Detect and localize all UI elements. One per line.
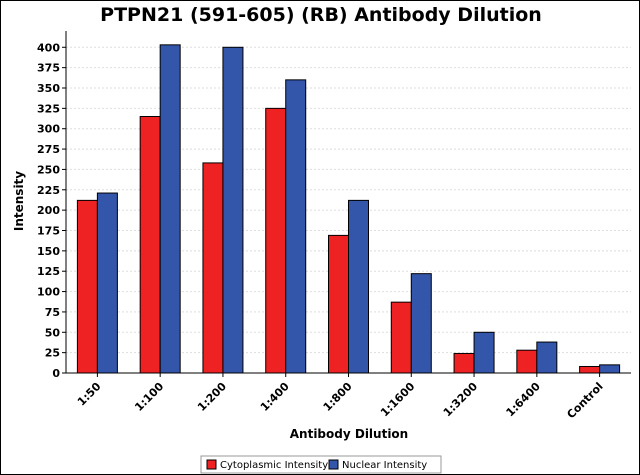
x-tick-label: 1:100 <box>132 380 166 414</box>
bar-cytoplasmic-1-400 <box>265 107 287 374</box>
x-tick-label: 1:400 <box>258 380 292 414</box>
y-tick-label: 250 <box>37 163 60 176</box>
y-tick-label: 200 <box>37 204 60 217</box>
bar-nuclear-1-6400 <box>536 341 558 374</box>
y-axis-ticks: 0 25 50 75 100 125 150 175 200 225 250 275 300 325 350… <box>37 41 66 380</box>
y-axis-label: Intensity <box>12 171 26 231</box>
bar-cytoplasmic-1-100 <box>139 116 161 374</box>
bar-nuclear-control <box>599 364 621 374</box>
x-tick-label: Control <box>564 380 605 421</box>
y-tick-label: 300 <box>37 123 60 136</box>
y-tick-label: 150 <box>37 245 60 258</box>
y-tick-label: 175 <box>37 225 60 238</box>
y-tick-label: 25 <box>45 347 60 360</box>
bar-cytoplasmic-control <box>579 365 601 374</box>
bars <box>76 44 621 374</box>
chart-title: PTPN21 (591-605) (RB) Antibody Dilution <box>100 4 542 26</box>
bar-cytoplasmic-1-6400 <box>516 349 538 374</box>
y-tick-label: 275 <box>37 143 60 156</box>
x-axis-ticks: 1:50 1:100 1:200 1:400 1:800 1:1600 1:3200 1:64… <box>75 373 606 421</box>
y-tick-label: 400 <box>37 41 60 54</box>
bar-nuclear-1-100 <box>159 44 181 374</box>
bar-cytoplasmic-1-1600 <box>390 301 412 374</box>
bar-nuclear-1-1600 <box>410 273 432 374</box>
bar-cytoplasmic-1-200 <box>202 162 224 374</box>
y-tick-label: 375 <box>37 62 60 75</box>
x-tick-label: 1:6400 <box>504 380 544 420</box>
bar-nuclear-1-200 <box>222 46 244 374</box>
y-tick-label: 0 <box>52 367 60 380</box>
legend-box <box>200 455 442 474</box>
y-tick-label: 125 <box>37 265 60 278</box>
y-tick-label: 350 <box>37 82 60 95</box>
bar-nuclear-1-50 <box>96 192 118 374</box>
legend: Cytoplasmic Intensity Nuclear Intensity <box>200 455 442 474</box>
legend-label: Cytoplasmic Intensity <box>220 460 328 471</box>
x-tick-label: 1:1600 <box>378 380 418 420</box>
legend-swatch <box>328 459 339 470</box>
legend-swatch <box>206 459 217 470</box>
y-tick-label: 225 <box>37 184 60 197</box>
x-tick-label: 1:3200 <box>441 380 481 420</box>
bar-cytoplasmic-1-3200 <box>453 352 475 374</box>
x-tick-label: 1:50 <box>75 380 104 409</box>
bar-cytoplasmic-1-50 <box>76 199 98 374</box>
legend-label: Nuclear Intensity <box>342 460 427 471</box>
bar-nuclear-1-400 <box>285 79 307 374</box>
bar-cytoplasmic-1-800 <box>328 234 349 374</box>
y-tick-label: 100 <box>37 286 60 299</box>
bar-nuclear-1-800 <box>348 199 369 374</box>
x-tick-label: 1:200 <box>195 380 229 414</box>
x-tick-label: 1:800 <box>321 380 355 414</box>
x-axis-label: Antibody Dilution <box>290 427 408 441</box>
bar-nuclear-1-3200 <box>473 331 495 374</box>
y-tick-label: 325 <box>37 102 60 115</box>
y-tick-label: 50 <box>45 326 61 339</box>
y-tick-label: 75 <box>45 306 60 319</box>
